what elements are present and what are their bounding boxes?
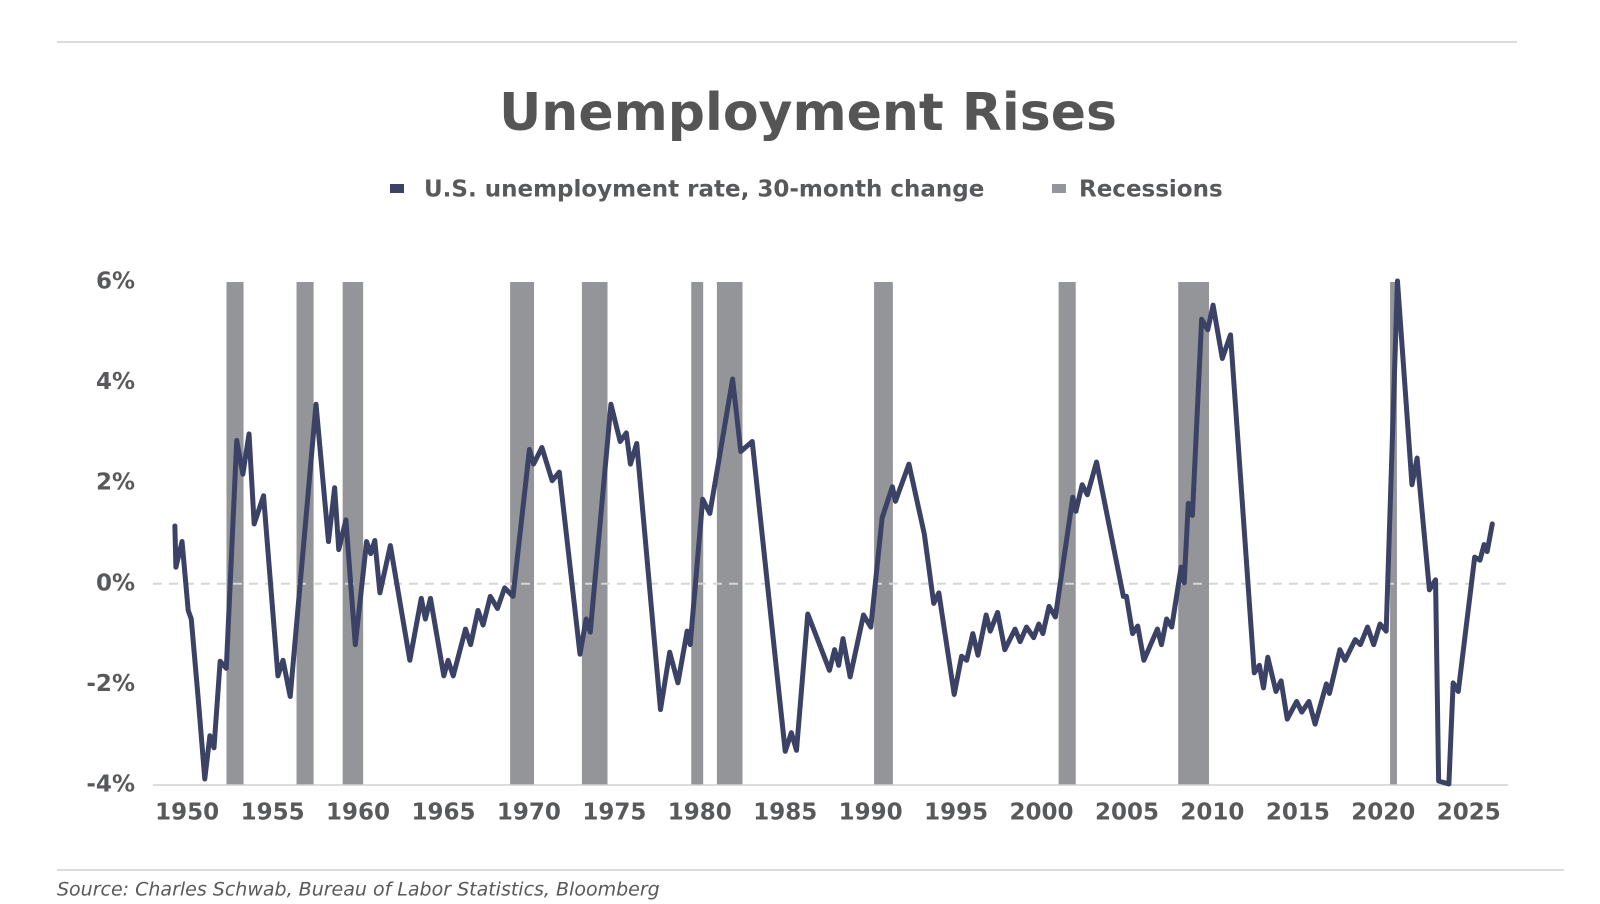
y-tick-label: 0% — [96, 570, 135, 596]
recession-band — [691, 282, 704, 785]
x-tick-label: 1985 — [753, 800, 817, 826]
recession-band — [342, 282, 364, 785]
x-tick-label: 2010 — [1180, 800, 1244, 826]
recession-band — [581, 282, 608, 785]
x-tick-label: 1970 — [497, 800, 561, 826]
y-tick-label: -2% — [86, 671, 135, 697]
recession-band — [1178, 282, 1209, 785]
x-tick-label: 2015 — [1266, 800, 1330, 826]
x-tick-label: 1990 — [839, 800, 903, 826]
y-tick-label: 6% — [96, 269, 135, 295]
x-tick-label: 1980 — [668, 800, 732, 826]
x-tick-label: 1995 — [924, 800, 988, 826]
chart-title: Unemployment Rises — [499, 83, 1117, 143]
x-tick-label: 1965 — [411, 800, 475, 826]
legend-label: Recessions — [1079, 177, 1223, 203]
legend-swatch — [1052, 184, 1066, 193]
x-tick-label: 2020 — [1351, 800, 1415, 826]
y-tick-label: 2% — [96, 470, 135, 496]
recession-band — [716, 282, 743, 785]
x-tick-label: 1975 — [582, 800, 646, 826]
recession-band — [1390, 282, 1397, 785]
x-tick-label: 2025 — [1437, 800, 1501, 826]
series-line — [172, 278, 1495, 787]
recession-band — [874, 282, 893, 785]
x-tick-label: 1950 — [155, 800, 219, 826]
source-note: Source: Charles Schwab, Bureau of Labor … — [57, 879, 660, 901]
x-tick-label: 1960 — [326, 800, 390, 826]
x-tick-label: 2005 — [1095, 800, 1159, 826]
legend-label: U.S. unemployment rate, 30-month change — [424, 177, 984, 203]
y-tick-label: 4% — [96, 369, 135, 395]
x-tick-label: 1955 — [241, 800, 305, 826]
y-tick-label: -4% — [86, 772, 135, 798]
legend-swatch — [390, 184, 404, 193]
recession-band — [226, 282, 244, 785]
x-tick-label: 2000 — [1010, 800, 1074, 826]
